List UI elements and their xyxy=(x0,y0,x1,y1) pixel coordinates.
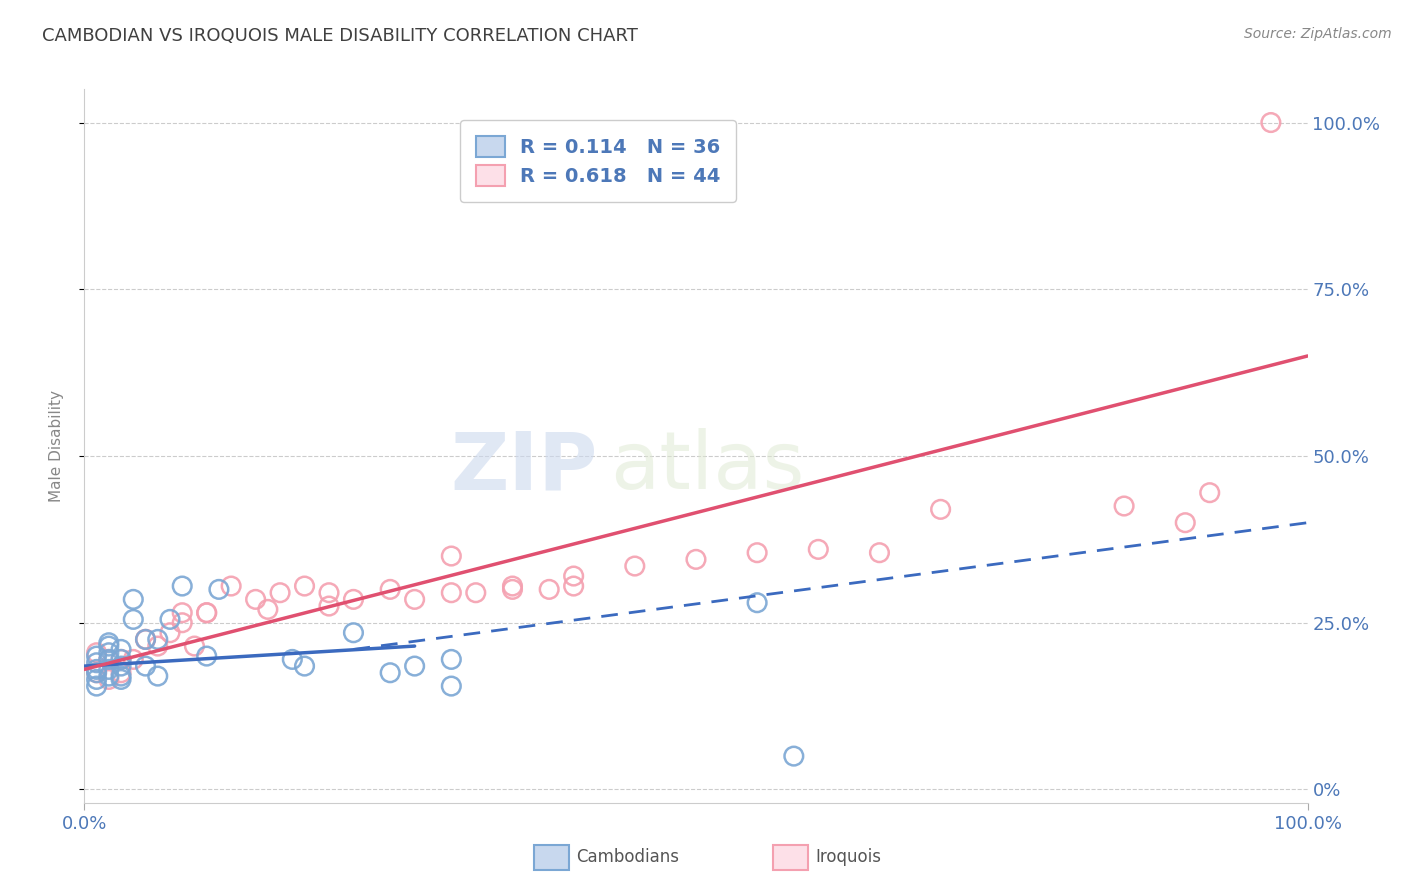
Point xyxy=(538,582,561,597)
Point xyxy=(685,552,707,566)
Point xyxy=(257,602,280,616)
Point xyxy=(86,673,108,687)
Point xyxy=(562,579,585,593)
Point xyxy=(122,652,145,666)
Point xyxy=(440,585,463,599)
Point xyxy=(502,579,524,593)
Point xyxy=(97,639,120,653)
Text: ZIP: ZIP xyxy=(451,428,598,507)
Text: Cambodians: Cambodians xyxy=(576,848,679,866)
Point xyxy=(135,632,157,647)
Text: CAMBODIAN VS IROQUOIS MALE DISABILITY CORRELATION CHART: CAMBODIAN VS IROQUOIS MALE DISABILITY CO… xyxy=(42,27,638,45)
Point xyxy=(208,582,231,597)
Point xyxy=(929,502,952,516)
Point xyxy=(97,662,120,676)
Point xyxy=(195,606,218,620)
Point xyxy=(146,669,169,683)
Point xyxy=(183,639,205,653)
Point xyxy=(146,632,169,647)
Point xyxy=(562,569,585,583)
Point xyxy=(464,585,486,599)
Point xyxy=(86,649,108,664)
Point xyxy=(159,625,181,640)
Point xyxy=(269,585,291,599)
Point xyxy=(624,559,647,574)
Point xyxy=(135,632,157,647)
Point xyxy=(380,582,402,597)
Point xyxy=(281,652,304,666)
Point xyxy=(110,665,132,680)
Point xyxy=(110,652,132,666)
Point xyxy=(342,592,364,607)
Point xyxy=(172,579,194,593)
Point xyxy=(97,669,120,683)
Point xyxy=(110,659,132,673)
Point xyxy=(440,549,463,563)
Text: Iroquois: Iroquois xyxy=(815,848,882,866)
Point xyxy=(1114,499,1136,513)
Point xyxy=(122,612,145,626)
Point xyxy=(97,646,120,660)
Point xyxy=(122,592,145,607)
Text: atlas: atlas xyxy=(610,428,804,507)
Point xyxy=(294,579,316,593)
Y-axis label: Male Disability: Male Disability xyxy=(49,390,63,502)
Point xyxy=(146,639,169,653)
Point xyxy=(195,649,218,664)
Point xyxy=(380,665,402,680)
Point xyxy=(807,542,830,557)
Point xyxy=(97,652,120,666)
Point xyxy=(404,659,426,673)
Point xyxy=(97,673,120,687)
Point xyxy=(440,652,463,666)
Point xyxy=(172,606,194,620)
Point xyxy=(318,599,340,613)
Point xyxy=(1198,485,1220,500)
Point xyxy=(86,656,108,670)
Point xyxy=(135,659,157,673)
Point xyxy=(86,665,108,680)
Point xyxy=(1174,516,1197,530)
Point xyxy=(747,546,769,560)
Point xyxy=(440,679,463,693)
Point xyxy=(869,546,891,560)
Point xyxy=(86,662,108,676)
Point xyxy=(110,673,132,687)
Point xyxy=(97,636,120,650)
Point xyxy=(404,592,426,607)
Point xyxy=(97,652,120,666)
Point xyxy=(342,625,364,640)
Point xyxy=(135,632,157,647)
Point xyxy=(110,669,132,683)
Point xyxy=(1260,115,1282,129)
Legend: R = 0.114   N = 36, R = 0.618   N = 44: R = 0.114 N = 36, R = 0.618 N = 44 xyxy=(460,120,737,202)
Point xyxy=(86,646,108,660)
Point xyxy=(219,579,242,593)
Point xyxy=(86,679,108,693)
Point xyxy=(159,612,181,626)
Point xyxy=(502,582,524,597)
Text: Source: ZipAtlas.com: Source: ZipAtlas.com xyxy=(1244,27,1392,41)
Point xyxy=(86,665,108,680)
Point xyxy=(747,596,769,610)
Point xyxy=(783,749,806,764)
Point xyxy=(294,659,316,673)
Point xyxy=(172,615,194,630)
Point xyxy=(195,606,218,620)
Point xyxy=(110,642,132,657)
Point xyxy=(318,585,340,599)
Point xyxy=(245,592,267,607)
Point xyxy=(110,652,132,666)
